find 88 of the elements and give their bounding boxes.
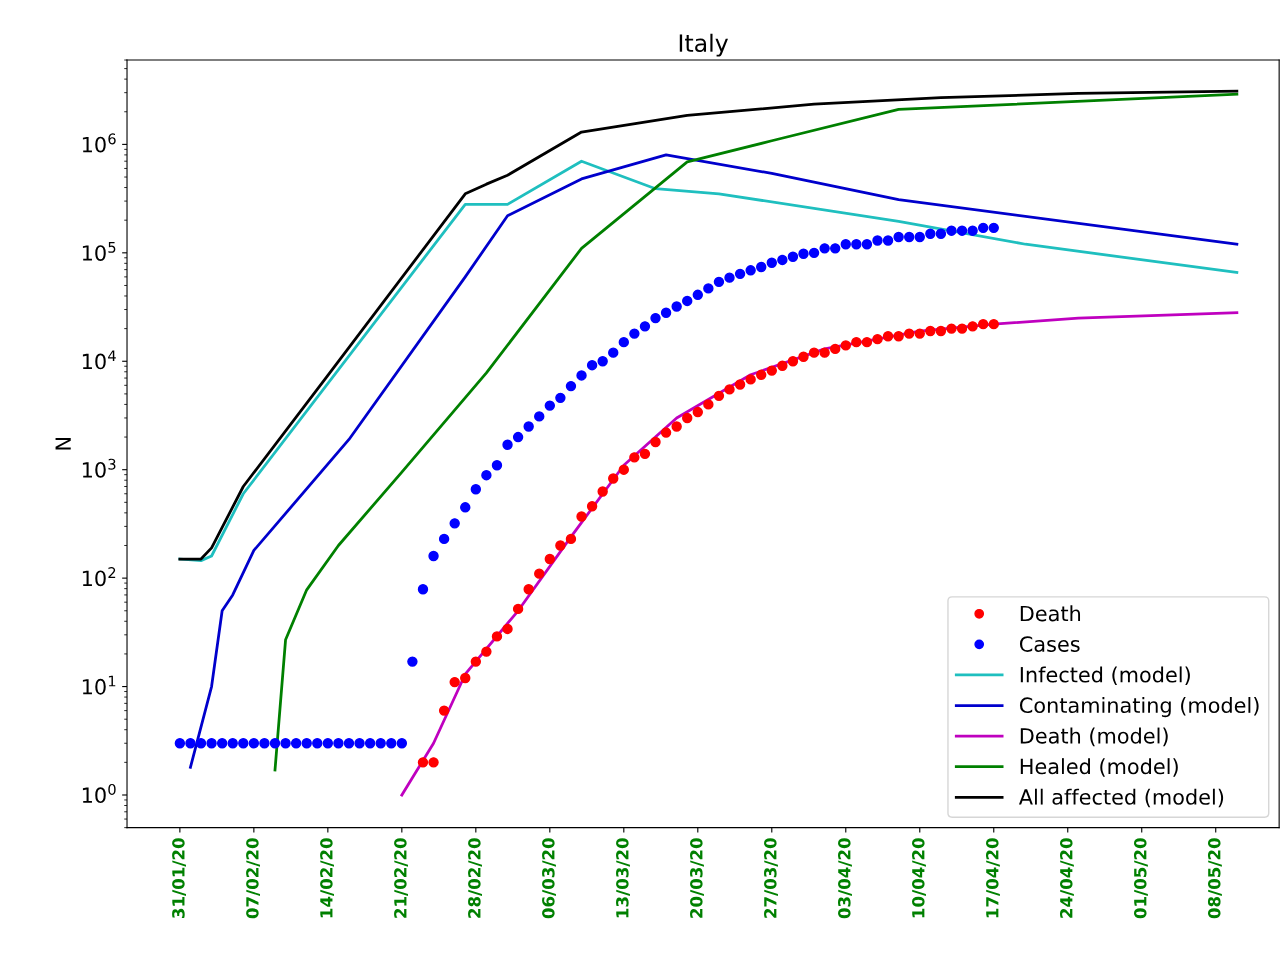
point <box>682 412 693 424</box>
x-tick-label: 31/01/20 <box>172 838 187 918</box>
point <box>608 473 619 484</box>
point <box>523 584 534 595</box>
y-axis-title: N <box>55 438 71 450</box>
point <box>766 365 777 376</box>
point <box>946 323 957 334</box>
point <box>618 464 630 475</box>
point <box>639 448 651 460</box>
x-tick-label: 06/03/20 <box>542 838 556 919</box>
point <box>988 318 999 330</box>
x-tick-label: 24/04/20 <box>1059 838 1074 918</box>
y-tick-label: 10$^{2}$ <box>82 567 116 587</box>
y-tick-label: 10$^{0}$ <box>82 783 116 804</box>
legend-label: Death <box>1020 605 1081 622</box>
x-tick-label: 01/05/20 <box>1133 838 1148 919</box>
legend-label: Death (model) <box>1020 727 1168 747</box>
point <box>481 646 492 657</box>
point <box>914 328 925 339</box>
point <box>840 340 851 351</box>
point <box>417 757 429 768</box>
legend-label: Infected (model) <box>1020 666 1190 685</box>
point <box>904 328 915 339</box>
point <box>597 486 608 497</box>
point <box>544 553 556 565</box>
y-tick-label: 10$^{1}$ <box>82 675 116 695</box>
line-series <box>178 89 1239 561</box>
x-tick-label: 03/04/20 <box>838 838 852 919</box>
legend-label: Healed (model) <box>1020 758 1178 777</box>
point <box>671 421 682 432</box>
point <box>830 343 841 355</box>
point <box>565 533 577 545</box>
point <box>967 321 978 332</box>
point <box>692 406 703 418</box>
point <box>925 325 936 337</box>
chart-title: Italy <box>679 33 728 57</box>
line-series <box>178 159 1239 563</box>
point <box>745 374 756 385</box>
point <box>819 347 830 358</box>
point <box>428 757 439 768</box>
point <box>460 672 471 684</box>
point <box>502 623 513 635</box>
point <box>650 436 661 448</box>
point <box>851 336 862 348</box>
point <box>576 511 587 522</box>
x-tick-label: 20/03/20 <box>690 838 704 918</box>
x-tick-label: 07/02/20 <box>246 838 260 919</box>
point <box>491 631 503 642</box>
point <box>734 379 746 390</box>
point <box>935 325 947 337</box>
x-tick-label: 13/03/20 <box>616 838 630 918</box>
point <box>660 427 672 438</box>
point <box>629 452 640 463</box>
y-tick-label: 10$^{6}$ <box>82 133 116 153</box>
x-tick-label: 28/02/20 <box>468 838 482 918</box>
point <box>512 603 524 615</box>
point <box>703 399 714 410</box>
point <box>724 384 735 395</box>
point <box>555 540 566 551</box>
point <box>808 347 820 358</box>
x-tick-label: 08/05/20 <box>1207 838 1222 919</box>
point <box>438 705 450 716</box>
y-tick-label: 10$^{5}$ <box>82 241 116 261</box>
point <box>893 331 904 342</box>
x-tick-label: 17/04/20 <box>985 838 1000 918</box>
point <box>882 331 894 342</box>
point <box>449 676 460 688</box>
point <box>586 501 598 512</box>
point <box>713 390 725 402</box>
y-tick-label: 10$^{3}$ <box>82 458 116 478</box>
x-tick-label: 14/02/20 <box>320 838 334 918</box>
x-tick-label: 21/02/20 <box>394 838 408 918</box>
point <box>756 369 767 381</box>
point <box>861 336 873 348</box>
point <box>787 356 799 367</box>
legend-label: Contaminating (model) <box>1019 696 1259 718</box>
point <box>798 351 809 362</box>
point <box>872 333 883 345</box>
y-tick-label: 10$^{4}$ <box>82 350 116 370</box>
x-tick-label: 27/03/20 <box>764 838 778 918</box>
point <box>470 656 482 667</box>
point <box>777 360 788 371</box>
point <box>956 323 968 334</box>
legend-label: Cases <box>1019 636 1080 652</box>
x-tick-label: 10/04/20 <box>912 838 926 918</box>
point <box>534 568 545 579</box>
legend-label: All affected (model) <box>1018 788 1224 808</box>
point <box>977 318 989 330</box>
